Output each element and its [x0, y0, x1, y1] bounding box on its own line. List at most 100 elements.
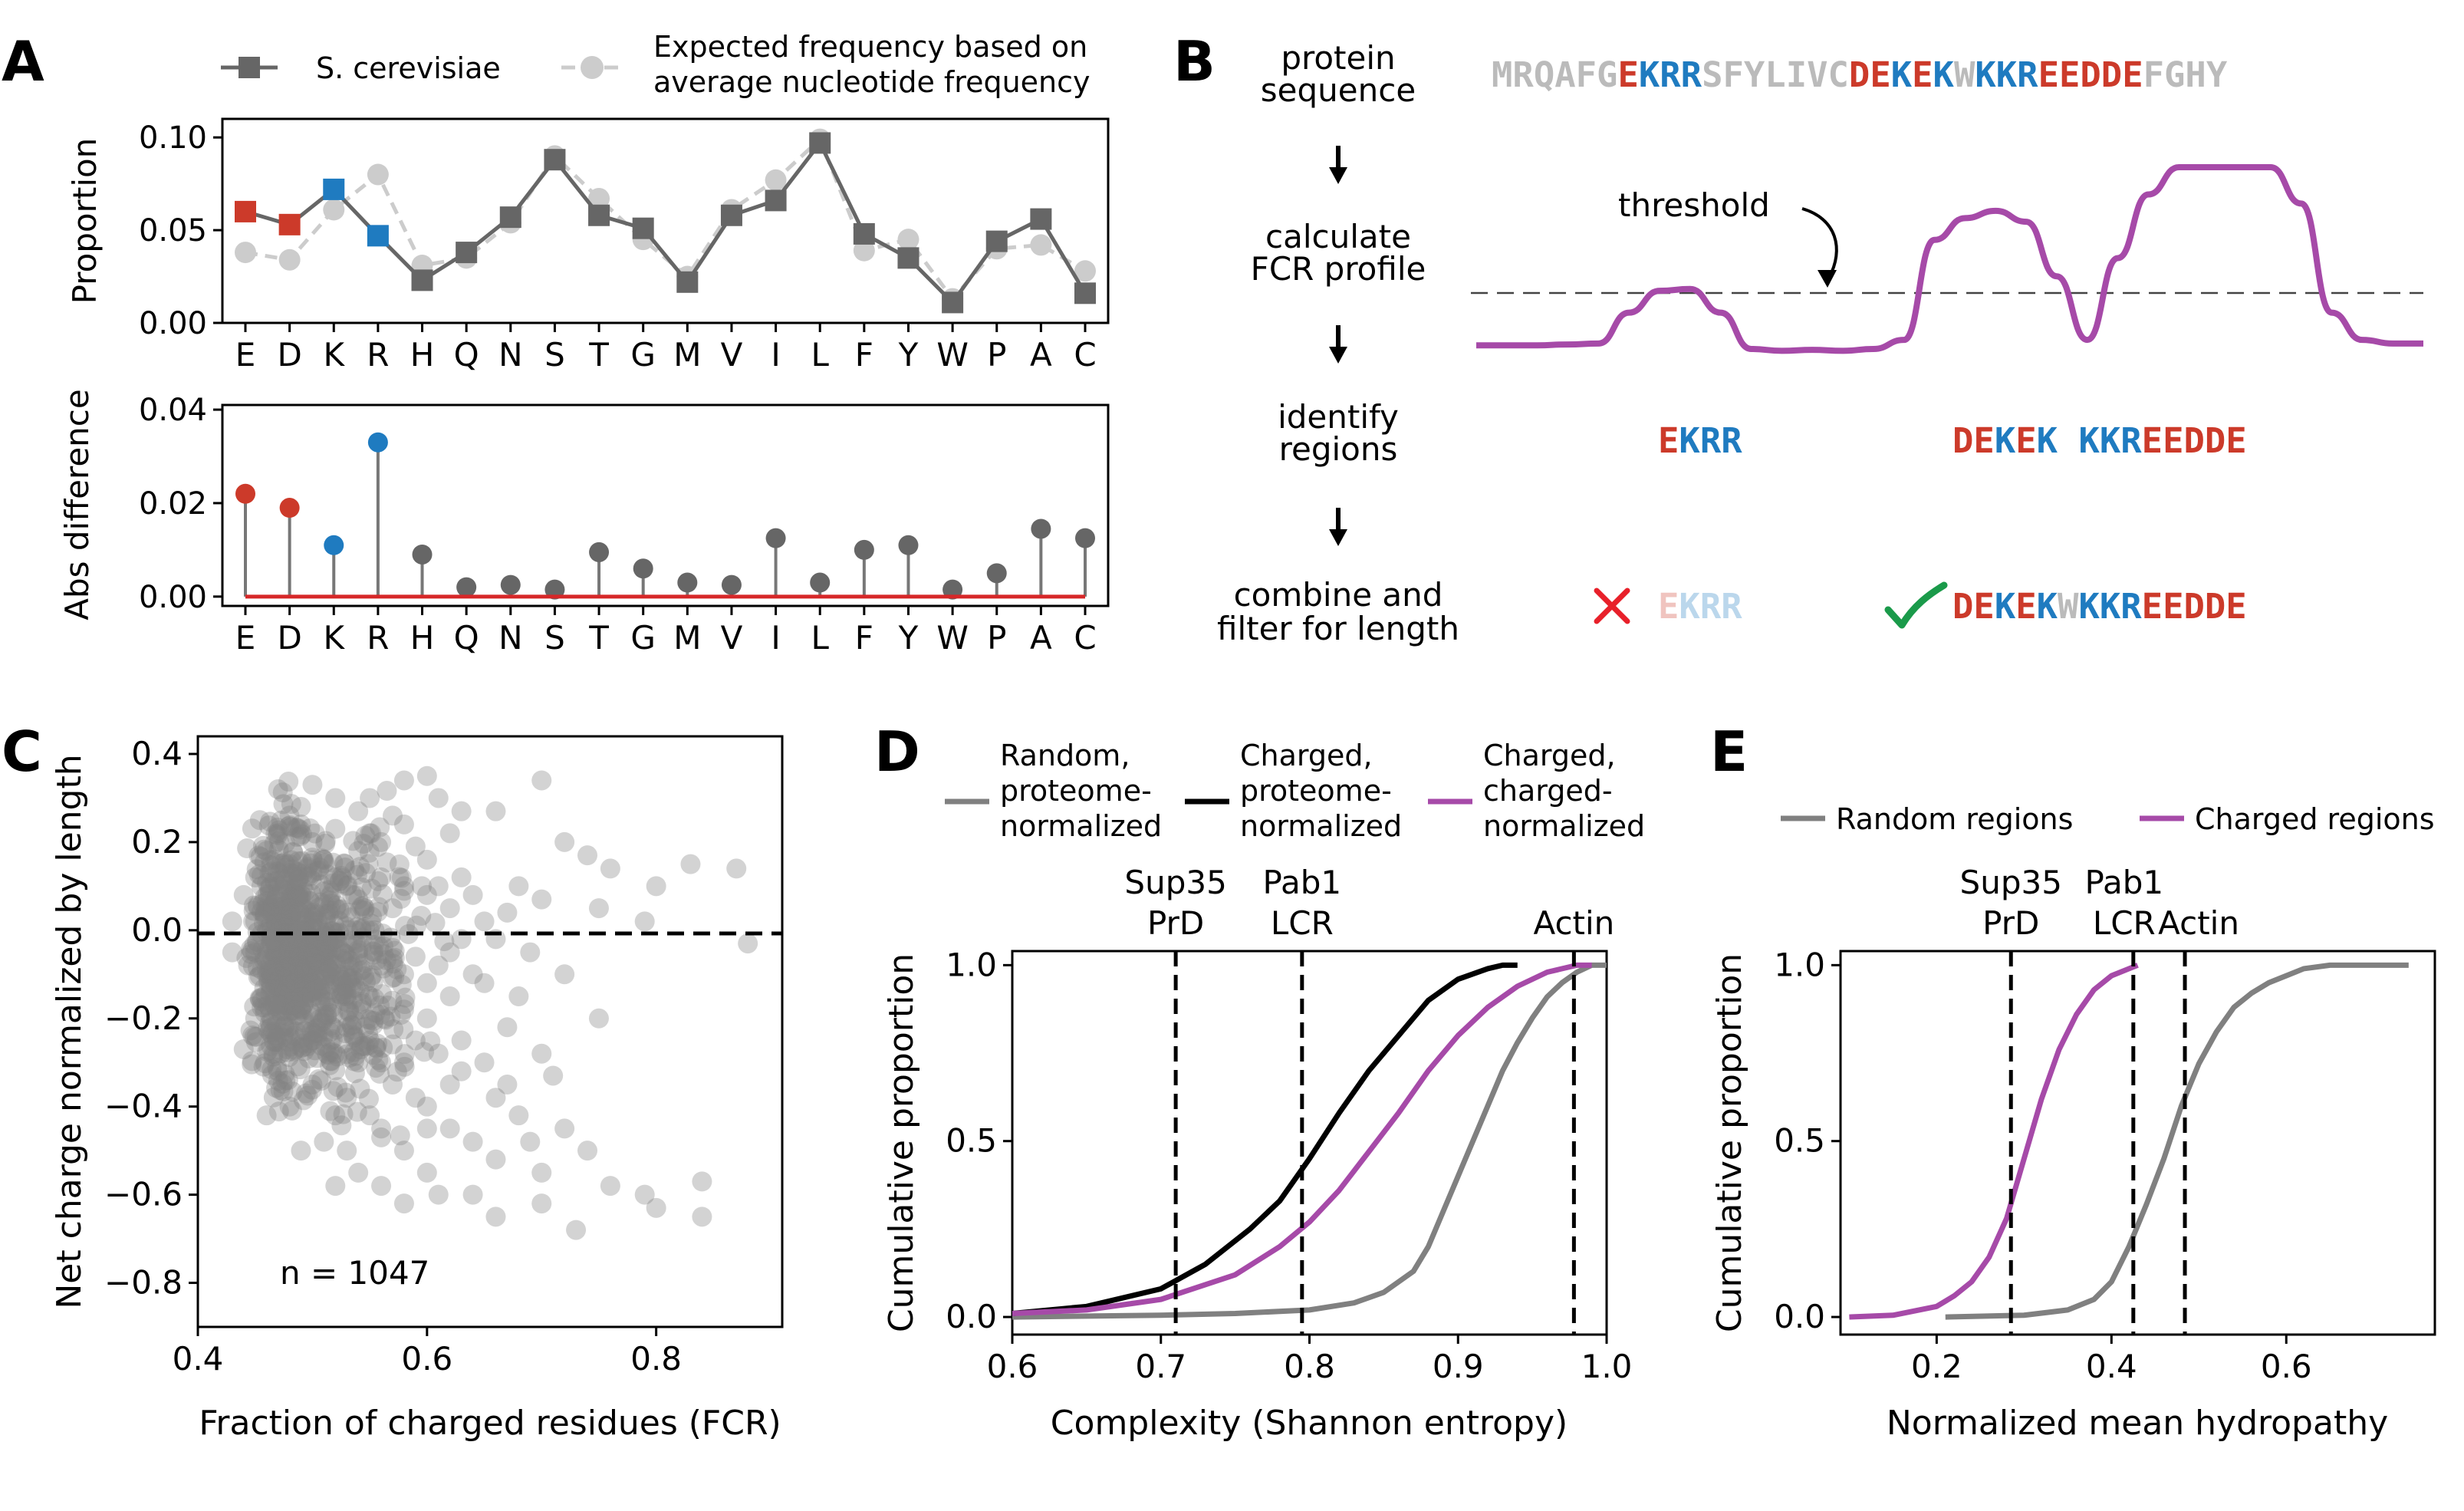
ytick-label: −0.2 [104, 999, 183, 1037]
scatter-point [362, 965, 383, 986]
scatter-point [439, 898, 460, 919]
scatter-point [273, 904, 294, 925]
scatter-point [356, 863, 377, 884]
scatter-point [289, 959, 310, 979]
scatter-point [263, 1022, 284, 1042]
scatter-point [374, 1009, 395, 1029]
xtick-label: 0.8 [630, 1340, 682, 1378]
scatter-point [350, 1039, 371, 1060]
step-2-line1: calculate [1265, 218, 1411, 255]
scatter-point [310, 982, 331, 1002]
scatter-point [252, 991, 272, 1012]
threshold-arrow [1801, 207, 1838, 278]
scatter-point [273, 956, 294, 976]
scatter-point [391, 974, 412, 995]
scatter-point [309, 861, 330, 881]
scatter-point [363, 1015, 383, 1035]
scatter-point [302, 848, 323, 868]
scatter-point [302, 911, 323, 932]
scatter-point [600, 1176, 620, 1197]
scatter-point [291, 796, 311, 817]
scatter-point [331, 986, 352, 1007]
scatter-point [361, 823, 382, 844]
scatter-point [337, 1017, 357, 1038]
xtick-label-K: K [323, 619, 345, 657]
scatter-point [268, 1032, 288, 1052]
scatter-point [281, 1100, 302, 1121]
scatter-point [272, 782, 293, 803]
scatter-point [314, 853, 335, 874]
scatter-point [313, 942, 334, 963]
scatter-point [314, 945, 334, 966]
scatter-point [376, 950, 396, 970]
scatter-point [265, 975, 286, 996]
marker-label-1-line1: Pab1 [2085, 864, 2164, 901]
scatter-point [261, 855, 281, 876]
scatter-point [369, 937, 390, 957]
scatter-point [383, 937, 403, 958]
xtick-label-R: R [367, 336, 389, 374]
scatter-point [309, 857, 330, 877]
scatter-point [411, 906, 432, 927]
xtick-label-Q: Q [454, 619, 479, 657]
stem-point-G [633, 558, 653, 579]
s-cerevisiae-point-H [411, 269, 433, 291]
scatter-point [308, 936, 329, 956]
scatter-point [393, 1019, 414, 1040]
scatter-point [321, 920, 342, 941]
scatter-point [343, 989, 364, 1010]
scatter-point [331, 866, 352, 887]
scatter-point [315, 939, 336, 960]
scatter-point [323, 1081, 344, 1101]
scatter-point [288, 947, 308, 968]
scatter-point [485, 1088, 506, 1108]
scatter-point [344, 1027, 364, 1048]
scatter-point [316, 1006, 337, 1027]
scatter-point [320, 1022, 340, 1042]
scatter-point [278, 772, 299, 792]
scatter-point [301, 973, 321, 993]
scatter-point [297, 967, 317, 988]
scatter-point [634, 911, 655, 932]
scatter-point [294, 960, 314, 980]
scatter-point [261, 850, 281, 871]
expected-point-I [765, 169, 787, 191]
scatter-point [271, 907, 292, 927]
scatter-point [268, 940, 288, 961]
scatter-point [363, 944, 383, 965]
scatter-point [255, 903, 275, 923]
scatter-point [366, 1038, 387, 1058]
scatter-point [344, 970, 364, 991]
scatter-point [342, 1016, 363, 1036]
scatter-point [280, 815, 301, 836]
scatter-point [275, 854, 296, 875]
scatter-point [240, 1020, 261, 1041]
scatter-point [372, 884, 393, 904]
scatter-point [270, 943, 291, 963]
scatter-point [393, 1193, 414, 1214]
step-3-line2: regions [1279, 430, 1398, 468]
scatter-point [266, 1000, 287, 1021]
legend-label-1-line2: proteome- [1240, 774, 1392, 808]
scatter-point [265, 871, 285, 892]
scatter-point [395, 916, 416, 937]
scatter-point [451, 867, 472, 887]
scatter-point [242, 1054, 262, 1075]
xtick-label: 0.6 [987, 1348, 1038, 1385]
scatter-point [294, 1021, 315, 1042]
scatter-point [366, 1037, 387, 1058]
scatter-point [298, 976, 319, 997]
scatter-point [268, 967, 289, 988]
scatter-point [288, 940, 309, 961]
scatter-point [247, 895, 268, 916]
scatter-point [270, 920, 291, 941]
scatter-point [257, 1019, 278, 1039]
xtick-label: 0.4 [2086, 1348, 2137, 1385]
scatter-point [268, 825, 288, 846]
scatter-point [294, 1041, 314, 1062]
scatter-point [288, 933, 308, 954]
scatter-point [390, 1125, 410, 1146]
scatter-point [373, 943, 394, 964]
scatter-point [281, 907, 301, 928]
scatter-point [331, 873, 352, 894]
